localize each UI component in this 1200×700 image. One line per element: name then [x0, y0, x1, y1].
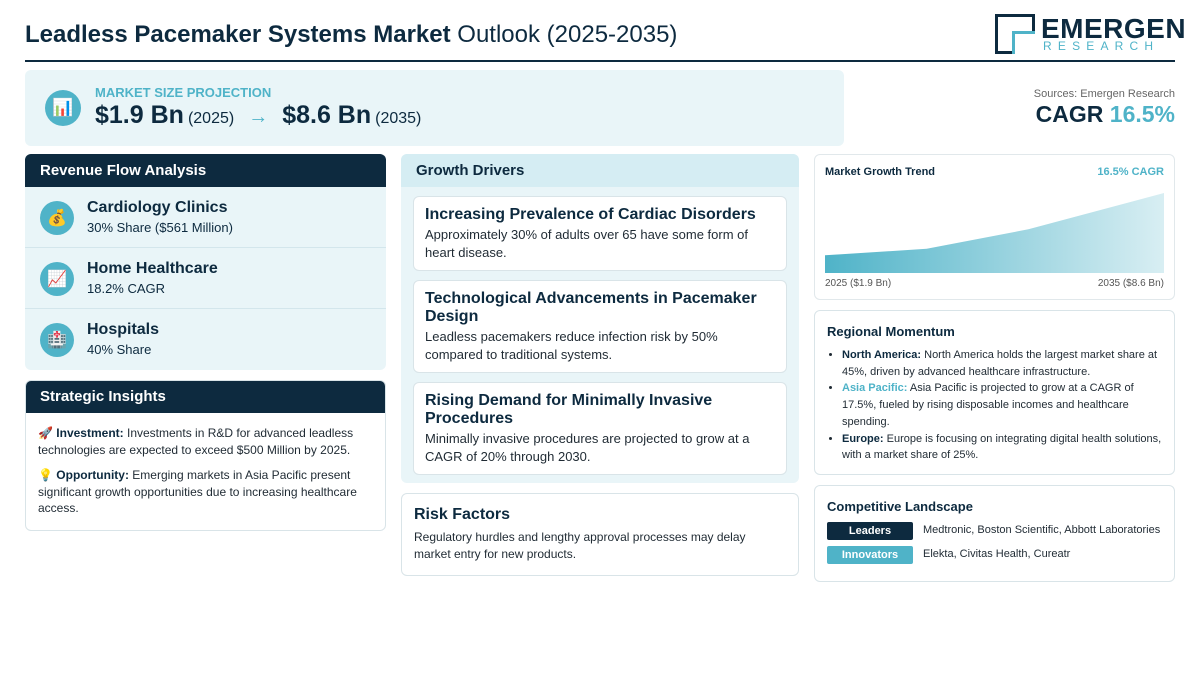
trend-up-icon: 📈	[40, 262, 74, 296]
bar-chart-icon: 📊	[45, 90, 81, 126]
growth-drivers-panel: Growth Drivers Increasing Prevalence of …	[401, 154, 799, 483]
trend-area-chart	[825, 193, 1164, 273]
insight-item: 💡 Opportunity: Emerging markets in Asia …	[38, 467, 373, 517]
revenue-item: 🏥 Hospitals 40% Share	[25, 309, 386, 370]
risk-factors-text: Regulatory hurdles and lengthy approval …	[414, 530, 746, 561]
revenue-flow-panel: Revenue Flow Analysis 💰 Cardiology Clini…	[25, 154, 386, 370]
innovators-tag: Innovators	[827, 546, 913, 564]
revenue-item: 📈 Home Healthcare 18.2% CAGR	[25, 248, 386, 309]
insight-text: Investments in R&D for advanced leadless…	[38, 426, 354, 457]
driver-description: Leadless pacemakers reduce infection ris…	[425, 329, 718, 362]
driver-card: Technological Advancements in Pacemaker …	[413, 280, 787, 373]
logo-subtitle: RESEARCH	[1043, 39, 1160, 53]
competitive-landscape-title: Competitive Landscape	[827, 499, 973, 514]
region-item: North America: North America holds the l…	[842, 347, 1164, 380]
competitor-names: Medtronic, Boston Scientific, Abbott Lab…	[923, 524, 1161, 536]
competitor-names: Elekta, Civitas Health, Cureatr	[923, 548, 1071, 560]
region-item: Asia Pacific: Asia Pacific is projected …	[842, 380, 1164, 430]
driver-card: Increasing Prevalence of Cardiac Disorde…	[413, 196, 787, 271]
region-label: North America:	[842, 349, 922, 361]
trend-cagr: 16.5% CAGR	[1097, 166, 1164, 178]
trend-area-series	[825, 193, 1164, 273]
lightbulb-icon: 💡	[38, 468, 53, 482]
revenue-item-label: Cardiology Clinics	[87, 199, 228, 216]
regional-list: North America: North America holds the l…	[842, 347, 1164, 464]
start-value: $1.9 Bn	[95, 101, 184, 129]
market-growth-trend-panel: Market Growth Trend 16.5% CAGR 2025 ($1.…	[814, 154, 1175, 300]
leaders-tag: Leaders	[827, 522, 913, 540]
driver-title: Increasing Prevalence of Cardiac Disorde…	[425, 206, 756, 223]
start-year: (2025)	[187, 110, 235, 127]
revenue-flow-title: Revenue Flow Analysis	[25, 154, 386, 187]
market-size-projection: 📊 MARKET SIZE PROJECTION $1.9 Bn (2025) → $…	[25, 70, 844, 146]
revenue-item-value: 30% Share ($561 Million)	[87, 220, 233, 235]
emergen-research-logo: EMERGEN RESEARCH	[995, 13, 1186, 56]
revenue-item: 💰 Cardiology Clinics 30% Share ($561 Mil…	[25, 187, 386, 248]
revenue-item-value: 40% Share	[87, 342, 152, 357]
driver-description: Minimally invasive procedures are projec…	[425, 431, 750, 464]
sources-text: Sources: Emergen Research	[1033, 88, 1175, 100]
page-title-bold: Leadless Pacemaker Systems Market	[25, 21, 451, 48]
region-text: Europe is focusing on integrating digita…	[842, 432, 1162, 462]
revenue-item-label: Hospitals	[87, 321, 160, 338]
page-title-rest: Outlook (2025-2035)	[457, 21, 678, 48]
projection-values: $1.9 Bn (2025) → $8.6 Bn (2035)	[95, 101, 421, 130]
trend-title: Market Growth Trend	[825, 166, 936, 178]
region-item: Europe: Europe is focusing on integratin…	[842, 431, 1164, 464]
risk-factors-title: Risk Factors	[414, 506, 511, 523]
region-text: North America holds the largest market s…	[842, 349, 1158, 378]
cagr-label: CAGR	[1035, 101, 1104, 127]
driver-card: Rising Demand for Minimally Invasive Pro…	[413, 382, 787, 475]
page-header: Leadless Pacemaker Systems Market Outloo…	[25, 12, 1186, 62]
logo-name: EMERGEN	[1041, 13, 1187, 44]
end-value: $8.6 Bn	[282, 101, 372, 129]
competitive-landscape-panel: Competitive Landscape Leaders Medtronic,…	[814, 485, 1175, 582]
insight-label: Investment:	[56, 426, 124, 440]
driver-description: Approximately 30% of adults over 65 have…	[425, 227, 748, 260]
logo-mark-icon	[995, 14, 1035, 54]
region-label: Europe:	[842, 432, 884, 445]
rocket-icon: 🚀	[38, 426, 53, 440]
revenue-item-value: 18.2% CAGR	[87, 281, 166, 296]
projection-title: MARKET SIZE PROJECTION	[95, 85, 272, 100]
money-bag-icon: 💰	[40, 201, 74, 235]
arrow-right-icon: →	[248, 106, 269, 128]
insight-text: Emerging markets in Asia Pacific present…	[38, 468, 357, 515]
regional-momentum-panel: Regional Momentum North America: North A…	[814, 310, 1175, 475]
revenue-item-label: Home Healthcare	[87, 260, 218, 277]
cagr-summary: Sources: Emergen Research CAGR 16.5%	[1034, 88, 1175, 128]
region-text: Asia Pacific is projected to grow at a C…	[842, 382, 1134, 428]
regional-momentum-title: Regional Momentum	[827, 324, 955, 339]
end-year: (2035)	[375, 110, 422, 127]
region-label: Asia Pacific:	[842, 382, 908, 395]
strategic-insights-panel: Strategic Insights 🚀 Investment: Investm…	[25, 380, 386, 531]
strategic-insights-title: Strategic Insights	[26, 381, 385, 413]
cagr-value: 16.5%	[1109, 101, 1175, 127]
driver-title: Rising Demand for Minimally Invasive Pro…	[425, 392, 713, 427]
hospital-icon: 🏥	[40, 323, 74, 357]
driver-title: Technological Advancements in Pacemaker …	[425, 290, 757, 325]
trend-start-label: 2025 ($1.9 Bn)	[825, 278, 892, 289]
insight-label: Opportunity:	[56, 468, 129, 482]
growth-drivers-title: Growth Drivers	[401, 154, 799, 187]
cagr-headline: CAGR 16.5%	[1034, 101, 1175, 128]
page-title: Leadless Pacemaker Systems Market Outloo…	[25, 21, 677, 49]
risk-factors-panel: Risk Factors Regulatory hurdles and leng…	[401, 493, 799, 576]
trend-end-label: 2035 ($8.6 Bn)	[1097, 278, 1164, 289]
insight-item: 🚀 Investment: Investments in R&D for adv…	[38, 425, 373, 458]
